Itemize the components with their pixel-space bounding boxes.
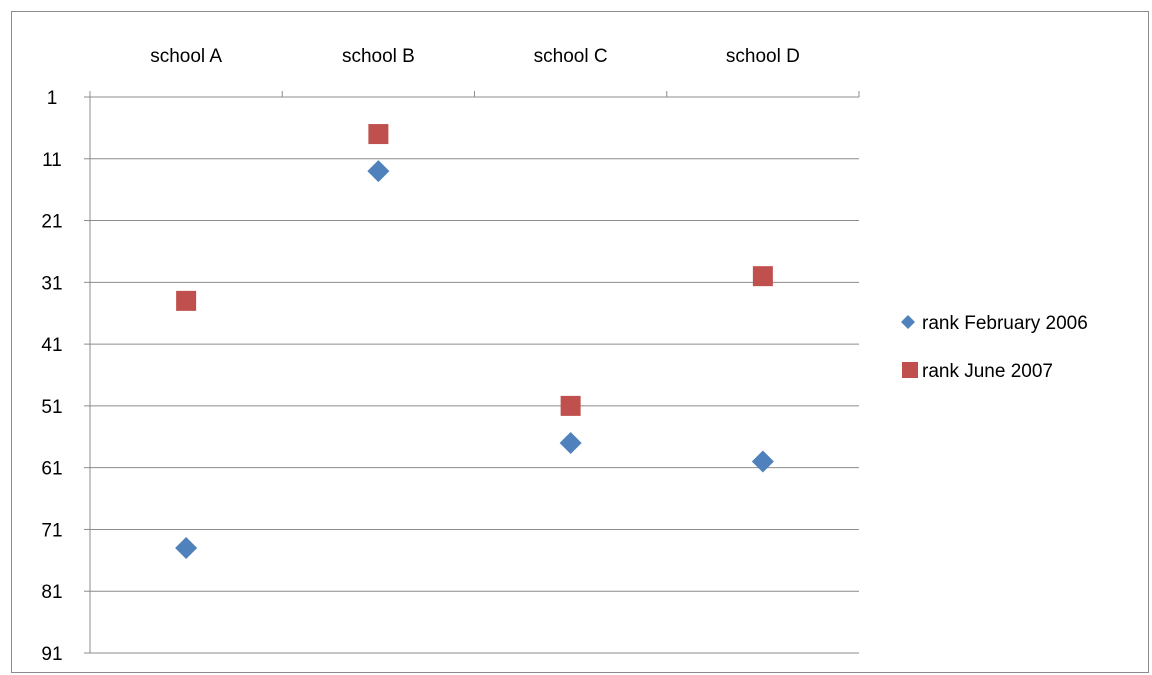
point-series2-school-C xyxy=(560,395,581,416)
point-series2-school-D xyxy=(752,266,773,287)
y-tick-label-21: 21 xyxy=(41,212,62,233)
legend-marker-1 xyxy=(901,315,915,329)
y-tick-label-31: 31 xyxy=(41,273,62,294)
x-tick-label-4: school D xyxy=(726,46,800,67)
axes xyxy=(84,91,860,654)
data-points xyxy=(175,124,774,559)
y-tick-label-41: 41 xyxy=(41,335,62,356)
y-tick-label-61: 61 xyxy=(41,459,62,480)
legend-label-1: rank February 2006 xyxy=(922,313,1088,334)
gridlines xyxy=(90,158,859,654)
x-tick-label-1: school A xyxy=(150,46,222,67)
y-tick-label-81: 81 xyxy=(41,582,62,603)
point-series1-school-C xyxy=(559,431,582,454)
y-tick-label-11: 11 xyxy=(42,150,62,171)
y-tick-label-71: 71 xyxy=(41,520,62,541)
x-tick-label-2: school B xyxy=(342,46,415,67)
legend-label-2: rank June 2007 xyxy=(922,361,1053,382)
x-tick-label-3: school C xyxy=(534,46,608,67)
legend-marker-2 xyxy=(902,362,918,378)
y-tick-label-91: 91 xyxy=(41,644,62,665)
chart-frame xyxy=(11,11,1149,673)
point-series2-school-B xyxy=(368,124,389,145)
point-series1-school-A xyxy=(175,536,198,559)
point-series1-school-B xyxy=(367,160,390,183)
y-tick-label-51: 51 xyxy=(41,397,62,418)
point-series1-school-D xyxy=(751,450,774,473)
legend: rank February 2006 rank June 2007 xyxy=(901,313,1088,382)
y-tick-label-1: 1 xyxy=(47,88,58,109)
point-series2-school-A xyxy=(176,290,197,311)
